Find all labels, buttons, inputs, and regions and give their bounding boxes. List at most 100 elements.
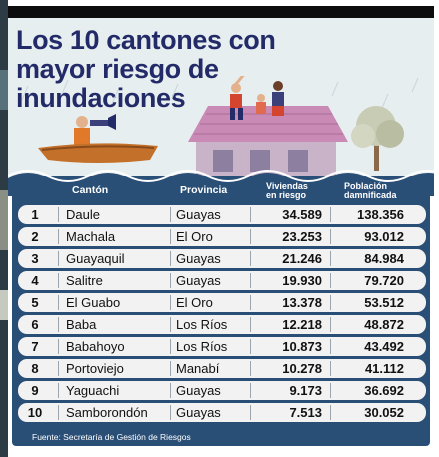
row-viviendas: 19.930: [282, 273, 322, 288]
row-divider: [330, 251, 331, 266]
row-canton: Salitre: [66, 273, 103, 288]
flooded-house-icon: [188, 106, 348, 176]
row-divider: [330, 383, 331, 398]
row-poblacion: 30.052: [364, 405, 404, 420]
row-rank: 6: [31, 317, 39, 332]
infographic-card: Los 10 cantones con mayor riesgo de inun…: [8, 6, 434, 450]
row-provincia: Los Ríos: [176, 339, 228, 354]
table-row: 3 Guayaquil Guayas 21.246 84.984: [18, 249, 426, 268]
row-divider: [58, 317, 59, 332]
row-poblacion: 93.012: [364, 229, 404, 244]
row-divider: [170, 339, 171, 354]
column-header-viviendas-line1: Viviendas: [266, 181, 308, 191]
left-photo-strip: [0, 0, 8, 457]
row-divider: [330, 207, 331, 222]
row-divider: [58, 273, 59, 288]
table-row: 1 Daule Guayas 34.589 138.356: [18, 205, 426, 224]
tree-icon: [351, 106, 404, 171]
row-divider: [250, 383, 251, 398]
row-rank: 1: [31, 207, 39, 222]
row-divider: [170, 361, 171, 376]
row-poblacion: 43.492: [364, 339, 404, 354]
row-provincia: Los Ríos: [176, 317, 228, 332]
row-divider: [250, 251, 251, 266]
table-row: 10 Samborondón Guayas 7.513 30.052: [18, 403, 426, 422]
table-row: 9 Yaguachi Guayas 9.173 36.692: [18, 381, 426, 400]
table-row: 6 Baba Los Ríos 12.218 48.872: [18, 315, 426, 334]
row-rank: 4: [31, 273, 39, 288]
row-poblacion: 79.720: [364, 273, 404, 288]
row-rank: 5: [31, 295, 39, 310]
row-canton: Machala: [66, 229, 116, 244]
row-divider: [170, 229, 171, 244]
photo-fragment: [0, 190, 8, 250]
column-header-poblacion-line1: Población: [344, 181, 388, 191]
photo-fragment: [0, 290, 8, 320]
row-viviendas: 10.873: [282, 339, 322, 354]
row-viviendas: 34.589: [282, 207, 322, 222]
row-divider: [170, 317, 171, 332]
row-rank: 10: [27, 405, 43, 420]
row-rank: 7: [31, 339, 39, 354]
row-divider: [250, 295, 251, 310]
row-poblacion: 53.512: [364, 295, 404, 310]
row-canton: Baba: [66, 317, 97, 332]
row-divider: [330, 317, 331, 332]
row-divider: [58, 339, 59, 354]
row-divider: [250, 273, 251, 288]
row-divider: [250, 207, 251, 222]
photo-fragment: [0, 70, 8, 110]
row-divider: [170, 273, 171, 288]
row-canton: Portoviejo: [66, 361, 124, 376]
row-divider: [330, 295, 331, 310]
row-viviendas: 7.513: [289, 405, 322, 420]
row-canton: Babahoyo: [66, 339, 125, 354]
row-provincia: Guayas: [176, 273, 221, 288]
column-header-provincia: Provincia: [180, 184, 228, 196]
row-viviendas: 12.218: [282, 317, 322, 332]
row-provincia: Guayas: [176, 383, 221, 398]
row-poblacion: 41.112: [364, 361, 404, 376]
row-divider: [250, 361, 251, 376]
table-row: 2 Machala El Oro 23.253 93.012: [18, 227, 426, 246]
row-canton: Samborondón: [66, 405, 148, 420]
row-divider: [250, 339, 251, 354]
row-divider: [250, 229, 251, 244]
row-provincia: El Oro: [176, 229, 213, 244]
column-header-canton: Cantón: [72, 184, 109, 196]
row-provincia: Manabí: [176, 361, 220, 376]
row-divider: [330, 361, 331, 376]
row-divider: [250, 317, 251, 332]
row-divider: [170, 251, 171, 266]
row-divider: [330, 229, 331, 244]
table-row: 8 Portoviejo Manabí 10.278 41.112: [18, 359, 426, 378]
row-provincia: Guayas: [176, 251, 221, 266]
row-divider: [170, 295, 171, 310]
row-viviendas: 9.173: [289, 383, 322, 398]
boat-rescuer-icon: [38, 114, 158, 163]
row-canton: Guayaquil: [66, 251, 125, 266]
row-divider: [250, 405, 251, 420]
row-divider: [170, 383, 171, 398]
column-header-viviendas-line2: en riesgo: [266, 190, 307, 200]
row-poblacion: 84.984: [364, 251, 404, 266]
row-poblacion: 36.692: [364, 383, 404, 398]
row-canton: Daule: [66, 207, 100, 222]
column-header-poblacion-line2: damnificada: [344, 190, 397, 200]
row-canton: El Guabo: [66, 295, 121, 310]
row-divider: [330, 405, 331, 420]
row-rank: 3: [31, 251, 39, 266]
row-provincia: Guayas: [176, 405, 221, 420]
top-bar: [8, 6, 434, 18]
row-divider: [170, 405, 171, 420]
water-waves: [8, 170, 434, 196]
row-divider: [58, 251, 59, 266]
flood-illustration: [21, 76, 419, 176]
row-rank: 8: [31, 361, 39, 376]
infographic-title: Los 10 cantones con mayor riesgo de inun…: [16, 25, 276, 113]
row-provincia: El Oro: [176, 295, 213, 310]
row-divider: [170, 207, 171, 222]
column-header-viviendas: Viviendas en riesgo: [266, 182, 308, 200]
row-divider: [58, 207, 59, 222]
row-viviendas: 10.278: [282, 361, 322, 376]
